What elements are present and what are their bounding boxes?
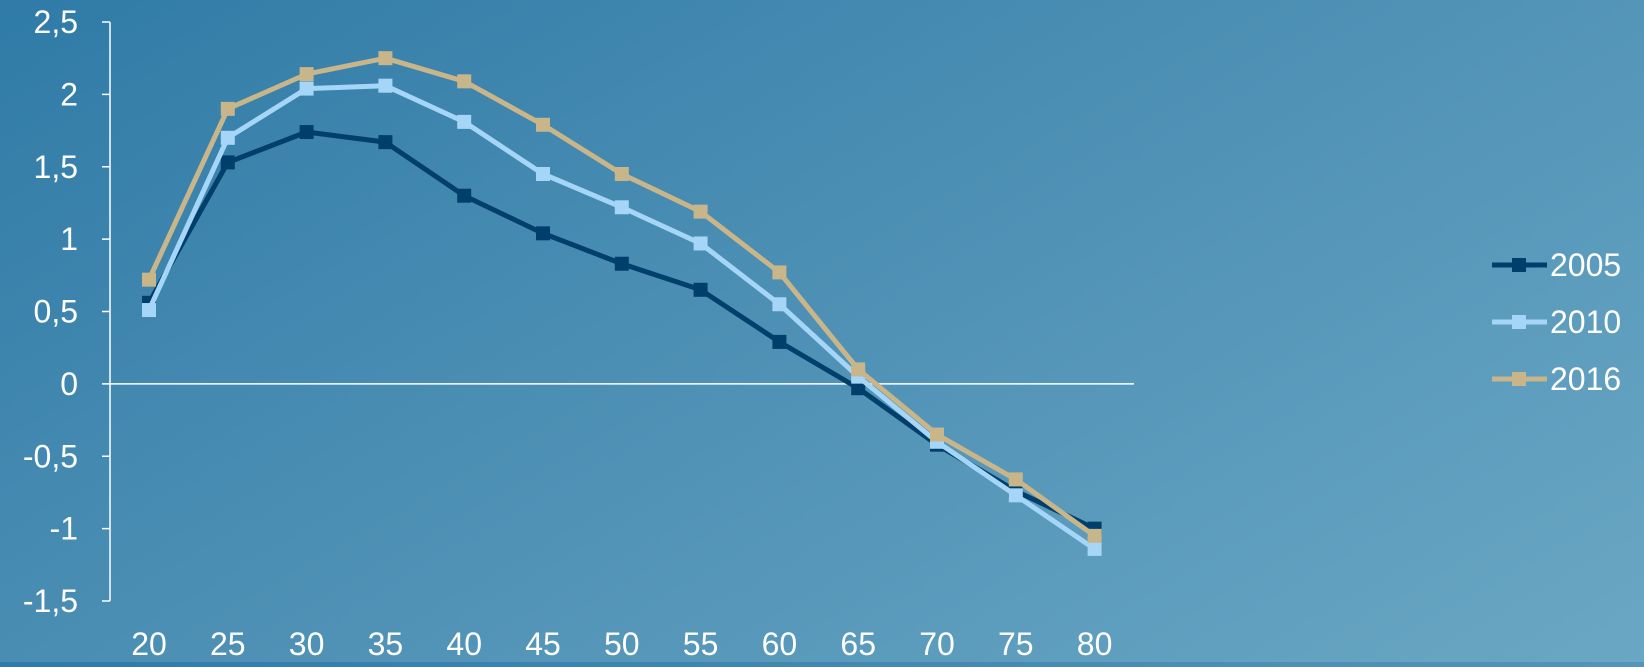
y-tick-label: 1 [60, 221, 78, 257]
y-tick-label: 0 [60, 366, 78, 402]
series-2010 [142, 78, 1102, 556]
x-tick-label: 25 [210, 626, 246, 662]
data-point [851, 381, 866, 396]
y-tick-label: -1 [50, 511, 78, 547]
y-axis: 2,5 2 1,5 1 0,5 0 -0,5 -1 -1,5 [23, 4, 111, 619]
x-tick-label: 30 [289, 626, 325, 662]
data-point [536, 226, 550, 241]
legend-item-2005: 2005 [1492, 247, 1621, 283]
series-2016 [142, 51, 1102, 543]
data-point [1008, 472, 1023, 487]
legend-item-2010: 2010 [1492, 304, 1621, 340]
y-tick-label: 1,5 [34, 149, 78, 185]
data-point [142, 272, 156, 287]
legend: 2005 2010 2016 [1492, 247, 1621, 397]
series-2005 [142, 125, 1102, 536]
data-point [220, 155, 235, 170]
series-line [146, 83, 1097, 551]
y-tick-label: 0,5 [34, 294, 78, 330]
legend-label: 2016 [1550, 361, 1621, 397]
data-point [378, 135, 393, 150]
x-tick-label: 40 [446, 626, 482, 662]
data-point [299, 81, 314, 96]
data-point [299, 67, 314, 82]
series-group [142, 51, 1102, 556]
legend-label: 2010 [1550, 304, 1621, 340]
data-point [772, 334, 787, 349]
data-point [614, 256, 629, 271]
data-point [1087, 541, 1102, 556]
x-tick-label: 50 [604, 626, 640, 662]
y-tick-label: 2 [60, 76, 78, 112]
data-point [772, 265, 787, 280]
series-line [146, 55, 1097, 538]
data-point [614, 200, 629, 215]
data-point [772, 297, 787, 312]
x-tick-label: 20 [131, 626, 167, 662]
x-tick-label: 80 [1077, 626, 1113, 662]
data-point [693, 282, 708, 297]
x-tick-label: 75 [998, 626, 1034, 662]
data-point [457, 188, 472, 203]
data-point [536, 166, 550, 181]
data-point [299, 125, 314, 140]
x-axis: 20 25 30 35 40 45 50 55 60 65 70 75 80 [110, 383, 1134, 662]
y-tick-label: -0,5 [23, 438, 78, 474]
data-point [220, 130, 235, 145]
data-point [851, 362, 866, 377]
data-point [142, 303, 156, 318]
x-tick-label: 55 [683, 626, 719, 662]
legend-label: 2005 [1550, 247, 1621, 283]
data-point [220, 101, 235, 116]
data-point [930, 427, 944, 442]
legend-item-2016: 2016 [1492, 361, 1621, 397]
legend-marker [1512, 315, 1526, 329]
data-point [378, 78, 393, 93]
x-tick-label: 45 [525, 626, 561, 662]
x-tick-label: 60 [762, 626, 798, 662]
data-point [457, 74, 472, 89]
data-point [536, 117, 550, 132]
legend-marker [1512, 372, 1526, 386]
x-tick-label: 70 [919, 626, 955, 662]
x-tick-label: 35 [368, 626, 404, 662]
y-tick-label: -1,5 [23, 583, 78, 619]
data-point [614, 166, 629, 181]
data-point [457, 114, 472, 129]
data-point [1008, 488, 1023, 503]
data-point [378, 51, 393, 66]
data-point [693, 204, 708, 219]
series-line [146, 129, 1096, 531]
x-tick-label: 65 [840, 626, 876, 662]
legend-marker [1512, 258, 1526, 272]
y-tick-label: 2,5 [34, 4, 78, 40]
data-point [693, 236, 708, 251]
data-point [1087, 528, 1102, 543]
